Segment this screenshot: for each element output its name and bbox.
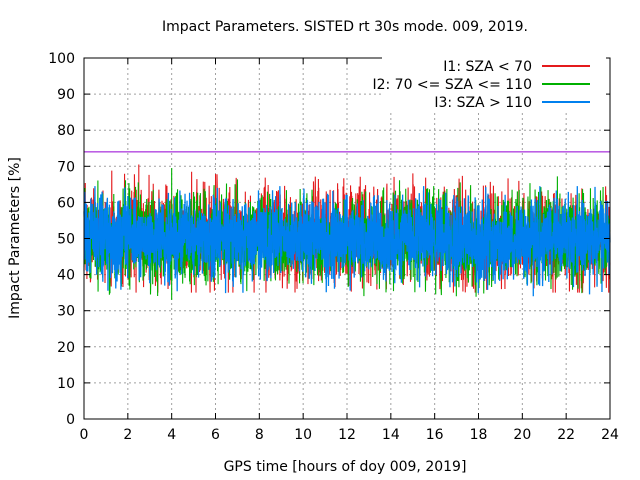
series-layer [83, 151, 611, 300]
y-tick-label: 40 [57, 268, 75, 284]
y-tick-label: 10 [57, 376, 75, 392]
y-tick-label: 70 [57, 159, 75, 175]
x-tick-label: 12 [338, 427, 356, 443]
legend-bg [382, 57, 606, 75]
axis-ticks: 0 2 4 6 8 10 12 14 16 18 20 22 240102030405060708090… [48, 51, 619, 443]
x-tick-label: 22 [557, 427, 575, 443]
y-tick-label: 20 [57, 340, 75, 356]
y-tick-label: 100 [48, 51, 75, 67]
x-tick-label: 0 [80, 427, 89, 443]
y-axis-label: Impact Parameters [%] [7, 157, 23, 319]
legend-label-2: I2: 70 <= SZA <= 110 [372, 77, 532, 93]
x-tick-label: 10 [294, 427, 312, 443]
chart-title: Impact Parameters. SISTED rt 30s mode. 0… [162, 19, 528, 35]
y-tick-label: 60 [57, 195, 75, 211]
x-tick-label: 2 [123, 427, 132, 443]
x-tick-label: 18 [470, 427, 488, 443]
y-tick-label: 30 [57, 304, 75, 320]
legend-label-1: I1: SZA < 70 [443, 59, 532, 75]
y-tick-label: 80 [57, 123, 75, 139]
y-tick-label: 90 [57, 87, 75, 103]
x-tick-label: 6 [211, 427, 220, 443]
legend-bg [382, 93, 606, 111]
legend-bg [382, 75, 606, 93]
x-tick-label: 8 [255, 427, 264, 443]
x-axis-label: GPS time [hours of doy 009, 2019] [224, 459, 467, 475]
y-tick-label: 0 [66, 412, 75, 428]
x-tick-label: 16 [426, 427, 444, 443]
legend: I1: SZA < 70 I2: 70 <= SZA <= 110 I3: SZA … [372, 57, 606, 111]
x-tick-label: 14 [382, 427, 400, 443]
x-tick-label: 24 [601, 427, 619, 443]
series-line-3 [83, 186, 611, 297]
legend-label-3: I3: SZA > 110 [434, 95, 532, 111]
x-tick-label: 4 [167, 427, 176, 443]
y-tick-label: 50 [57, 232, 75, 248]
x-tick-label: 20 [513, 427, 531, 443]
